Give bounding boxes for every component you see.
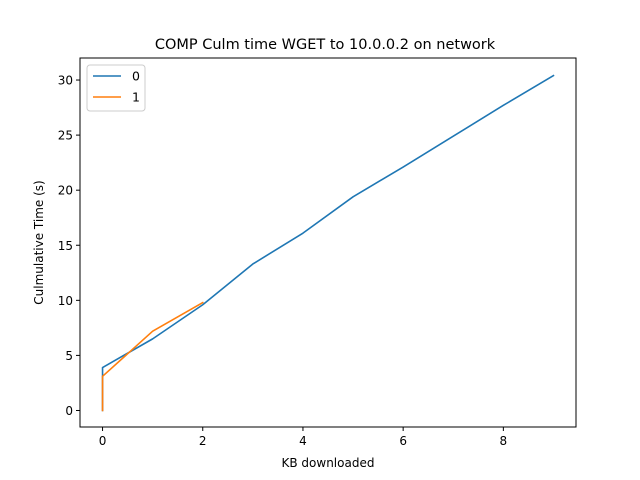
axes-spines [79, 57, 577, 428]
legend-label-0: 0 [132, 69, 140, 84]
y-tick-label: 5 [65, 349, 73, 363]
series-layer [101, 74, 555, 412]
x-tick-label: 2 [199, 434, 207, 448]
y-tick-label: 20 [58, 184, 73, 198]
y-axis-ticks: 0 5 10 15 20 25 30 [58, 74, 80, 418]
y-tick-label: 10 [58, 294, 73, 308]
x-axis-label: KB downloaded [282, 456, 375, 470]
legend-label-1: 1 [132, 90, 140, 105]
x-tick-label: 8 [500, 434, 508, 448]
x-axis-ticks: 0 2 4 6 8 [99, 427, 507, 448]
y-tick-label: 0 [65, 404, 73, 418]
x-tick-label: 6 [399, 434, 407, 448]
y-tick-label: 30 [58, 74, 73, 88]
series-line-1 [101, 301, 204, 412]
series-line-0 [101, 74, 555, 412]
plot-frame [80, 58, 576, 427]
legend: 01 [86, 64, 146, 112]
plot-area [79, 57, 577, 428]
y-axis-label: Culmulative Time (s) [32, 180, 46, 304]
y-tick-label: 25 [58, 129, 73, 143]
x-tick-label: 0 [99, 434, 107, 448]
chart-title: COMP Culm time WGET to 10.0.0.2 on netwo… [155, 37, 496, 53]
x-tick-label: 4 [299, 434, 307, 448]
y-tick-label: 15 [58, 239, 73, 253]
